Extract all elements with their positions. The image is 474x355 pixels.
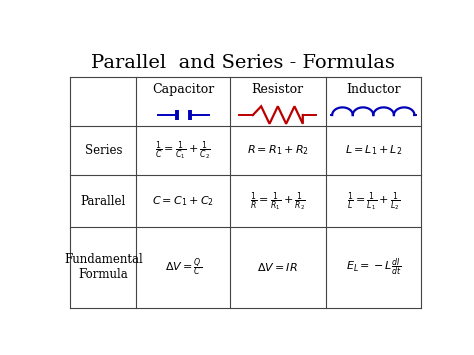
Text: $R = R_1 + R_2$: $R = R_1 + R_2$: [247, 144, 309, 158]
Text: $E_L = -L\frac{dI}{dt}$: $E_L = -L\frac{dI}{dt}$: [346, 257, 401, 278]
Text: $\Delta V = \frac{Q}{C}$: $\Delta V = \frac{Q}{C}$: [165, 256, 202, 279]
Text: Resistor: Resistor: [252, 83, 304, 95]
Text: $\frac{1}{L} = \frac{1}{L_1} + \frac{1}{L_2}$: $\frac{1}{L} = \frac{1}{L_1} + \frac{1}{…: [347, 190, 400, 213]
Text: $C = C_1 + C_2$: $C = C_1 + C_2$: [152, 194, 214, 208]
Text: $\Delta V = IR$: $\Delta V = IR$: [257, 261, 298, 273]
Text: $\frac{1}{C} = \frac{1}{C_1} + \frac{1}{C_2}$: $\frac{1}{C} = \frac{1}{C_1} + \frac{1}{…: [155, 139, 211, 162]
Text: Capacitor: Capacitor: [152, 83, 214, 95]
Text: $L = L_1 + L_2$: $L = L_1 + L_2$: [345, 144, 402, 158]
Text: Fundamental
Formula: Fundamental Formula: [64, 253, 143, 282]
Text: Parallel: Parallel: [81, 195, 126, 208]
Text: Series: Series: [84, 144, 122, 157]
Text: Inductor: Inductor: [346, 83, 401, 95]
Text: Parallel  and Series - Formulas: Parallel and Series - Formulas: [91, 54, 395, 72]
Text: $\frac{1}{R} = \frac{1}{R_1} + \frac{1}{R_2}$: $\frac{1}{R} = \frac{1}{R_1} + \frac{1}{…: [250, 190, 306, 213]
